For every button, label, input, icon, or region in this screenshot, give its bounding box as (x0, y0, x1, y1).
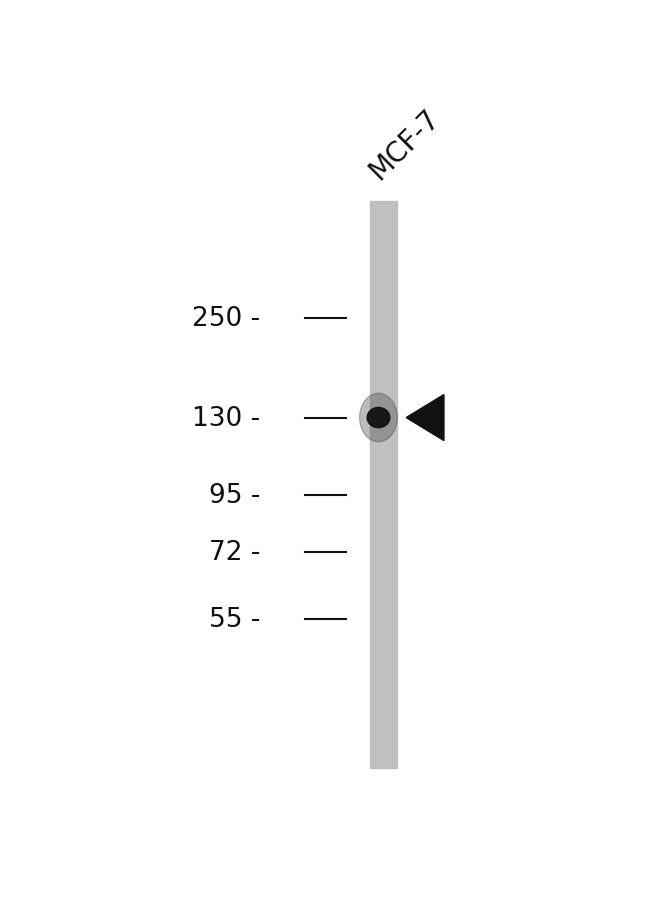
Ellipse shape (367, 408, 390, 428)
Text: 55 -: 55 - (209, 607, 260, 633)
Text: 130 -: 130 - (192, 405, 260, 431)
Text: MCF-7: MCF-7 (364, 103, 445, 185)
Polygon shape (406, 395, 444, 441)
Text: 250 -: 250 - (192, 306, 260, 332)
Ellipse shape (359, 394, 397, 442)
Text: 72 -: 72 - (209, 539, 260, 565)
Bar (370, 202, 397, 768)
Text: 95 -: 95 - (209, 483, 260, 509)
